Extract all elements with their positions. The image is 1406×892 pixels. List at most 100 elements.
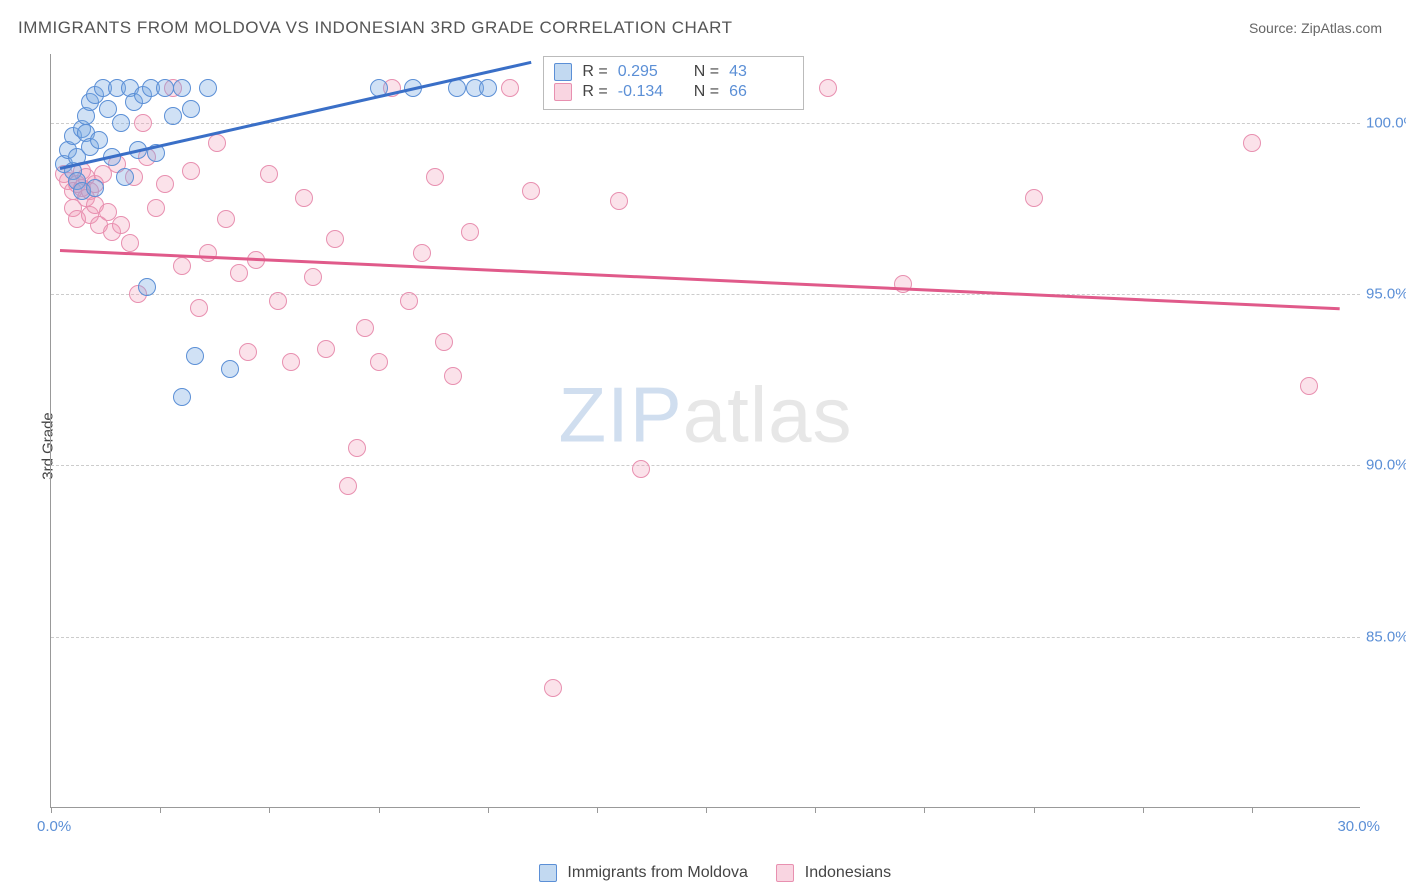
scatter-point-pink (182, 162, 200, 180)
scatter-point-pink (610, 192, 628, 210)
scatter-point-pink (1243, 134, 1261, 152)
scatter-point-pink (339, 477, 357, 495)
scatter-point-pink (544, 679, 562, 697)
scatter-point-blue (173, 388, 191, 406)
legend-r-value: 0.295 (618, 63, 678, 81)
scatter-point-pink (400, 292, 418, 310)
legend-n-value: 43 (729, 63, 789, 81)
gridline (51, 637, 1360, 638)
x-tick (706, 807, 707, 813)
trendline-pink (60, 249, 1340, 310)
scatter-point-blue (112, 114, 130, 132)
gridline (51, 465, 1360, 466)
x-tick (379, 807, 380, 813)
scatter-point-pink (260, 165, 278, 183)
scatter-point-pink (326, 230, 344, 248)
x-tick (815, 807, 816, 813)
scatter-point-blue (138, 278, 156, 296)
legend-r-label: R = (582, 83, 607, 101)
legend-stats: R = 0.295 N = 43 R = -0.134 N = 66 (543, 56, 804, 110)
legend-label-pink: Indonesians (805, 864, 891, 881)
scatter-point-pink (269, 292, 287, 310)
scatter-point-blue (164, 107, 182, 125)
legend-r-value: -0.134 (618, 83, 678, 101)
watermark-atlas: atlas (683, 371, 853, 459)
scatter-point-blue (90, 131, 108, 149)
x-tick (1143, 807, 1144, 813)
scatter-point-pink (208, 134, 226, 152)
scatter-point-pink (134, 114, 152, 132)
legend-swatch-pink (776, 864, 794, 882)
scatter-point-blue (116, 168, 134, 186)
y-tick-label: 85.0% (1366, 628, 1406, 645)
gridline (51, 294, 1360, 295)
y-tick-label: 100.0% (1366, 114, 1406, 131)
scatter-point-blue (173, 79, 191, 97)
legend-bottom: Immigrants from Moldova Indonesians (0, 864, 1406, 882)
scatter-point-pink (370, 353, 388, 371)
legend-stats-row: R = 0.295 N = 43 (554, 63, 789, 81)
scatter-point-pink (461, 223, 479, 241)
scatter-point-blue (221, 360, 239, 378)
trendline-blue (59, 61, 531, 170)
x-tick (1034, 807, 1035, 813)
scatter-point-blue (199, 79, 217, 97)
legend-label-blue: Immigrants from Moldova (567, 864, 748, 881)
scatter-point-pink (1025, 189, 1043, 207)
y-tick-label: 90.0% (1366, 457, 1406, 474)
scatter-point-pink (112, 216, 130, 234)
watermark: ZIPatlas (558, 370, 852, 461)
legend-swatch-blue (539, 864, 557, 882)
watermark-zip: ZIP (558, 371, 682, 459)
x-tick-label: 0.0% (37, 818, 71, 835)
gridline (51, 123, 1360, 124)
scatter-point-pink (1300, 377, 1318, 395)
scatter-point-pink (501, 79, 519, 97)
scatter-point-pink (190, 299, 208, 317)
scatter-point-pink (304, 268, 322, 286)
scatter-point-pink (295, 189, 313, 207)
scatter-point-pink (348, 439, 366, 457)
x-tick (488, 807, 489, 813)
scatter-point-pink (317, 340, 335, 358)
legend-n-label: N = (694, 83, 719, 101)
scatter-point-pink (426, 168, 444, 186)
scatter-point-pink (632, 460, 650, 478)
y-tick-label: 95.0% (1366, 285, 1406, 302)
scatter-point-blue (86, 179, 104, 197)
scatter-point-pink (230, 264, 248, 282)
plot-area: ZIPatlas 85.0%90.0%95.0%100.0%0.0%30.0% (50, 54, 1360, 808)
legend-n-label: N = (694, 63, 719, 81)
chart-title: IMMIGRANTS FROM MOLDOVA VS INDONESIAN 3R… (18, 18, 732, 38)
scatter-point-pink (819, 79, 837, 97)
legend-swatch (554, 63, 572, 81)
scatter-point-pink (413, 244, 431, 262)
scatter-point-pink (121, 234, 139, 252)
scatter-point-pink (217, 210, 235, 228)
scatter-point-pink (147, 199, 165, 217)
scatter-point-blue (186, 347, 204, 365)
x-tick (269, 807, 270, 813)
legend-swatch (554, 83, 572, 101)
x-tick (51, 807, 52, 813)
scatter-point-pink (435, 333, 453, 351)
scatter-point-pink (356, 319, 374, 337)
scatter-point-pink (282, 353, 300, 371)
x-tick (924, 807, 925, 813)
scatter-point-blue (156, 79, 174, 97)
x-tick (597, 807, 598, 813)
x-tick (1252, 807, 1253, 813)
x-tick-label: 30.0% (1337, 818, 1380, 835)
scatter-point-blue (182, 100, 200, 118)
legend-n-value: 66 (729, 83, 789, 101)
scatter-point-blue (479, 79, 497, 97)
legend-r-label: R = (582, 63, 607, 81)
scatter-point-pink (173, 257, 191, 275)
x-tick (160, 807, 161, 813)
legend-stats-row: R = -0.134 N = 66 (554, 83, 789, 101)
scatter-point-pink (156, 175, 174, 193)
scatter-point-pink (444, 367, 462, 385)
scatter-point-pink (522, 182, 540, 200)
scatter-point-pink (239, 343, 257, 361)
source-label: Source: ZipAtlas.com (1249, 20, 1382, 36)
